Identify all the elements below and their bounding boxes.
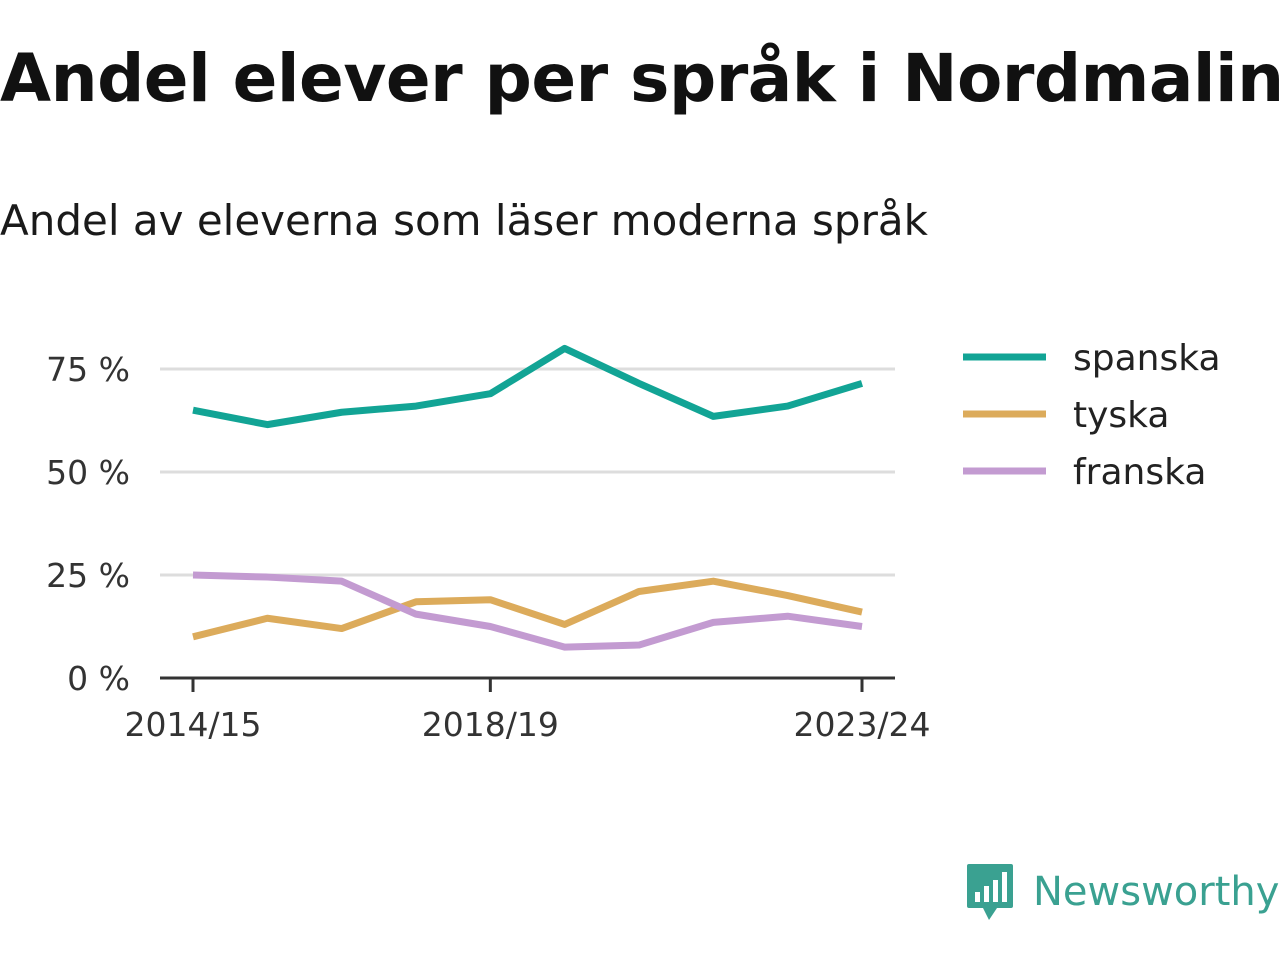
y-axis: 0 % 25 % 50 % 75 % <box>46 350 130 698</box>
series-line-franska <box>192 571 863 651</box>
chart-subtitle: Andel av eleverna som läser moderna språ… <box>0 196 928 245</box>
x-tick-label: 2023/24 <box>793 705 930 744</box>
y-tick-label: 50 % <box>46 453 130 492</box>
newsworthy-logo-icon <box>967 864 1013 920</box>
brand-footer: Newsworthy <box>965 862 1279 922</box>
series-lines <box>192 344 864 651</box>
series-line-spanska <box>192 344 864 429</box>
legend-label: spanska <box>1073 338 1221 379</box>
legend: spanska tyska franska <box>963 338 1221 493</box>
x-tick-label: 2014/15 <box>124 705 261 744</box>
series-line-tyska <box>192 577 863 641</box>
x-axis: 2014/15 2018/19 2023/24 <box>124 676 931 744</box>
chart-title: Andel elever per språk i Nordmaling <box>0 40 1280 117</box>
y-tick-label: 0 % <box>67 659 130 698</box>
gridlines <box>160 367 895 577</box>
line-chart: 0 % 25 % 50 % 75 % 2014/15 2018/19 2023/24 sp… <box>46 338 1221 744</box>
y-tick-label: 25 % <box>46 556 130 595</box>
legend-label: tyska <box>1073 395 1169 436</box>
legend-label: franska <box>1073 452 1206 493</box>
y-tick-label: 75 % <box>46 350 130 389</box>
brand-name: Newsworthy <box>1033 869 1280 915</box>
x-tick-label: 2018/19 <box>422 705 559 744</box>
